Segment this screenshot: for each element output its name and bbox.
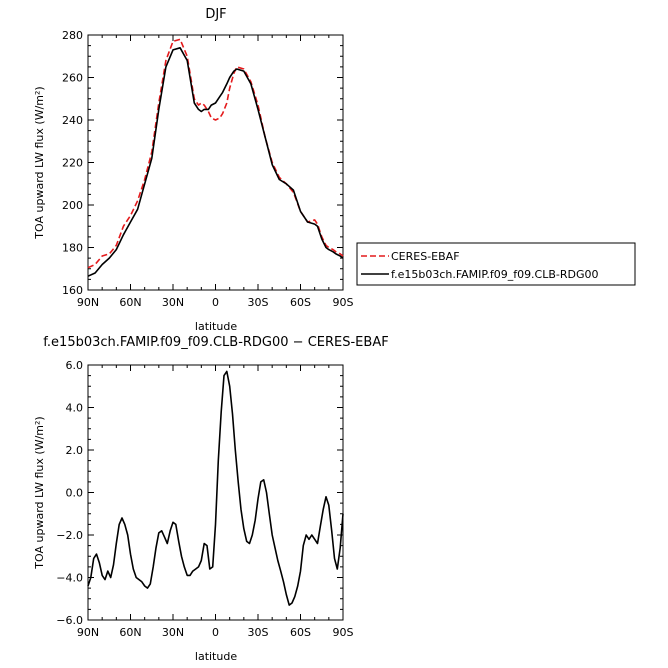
x-tick-label: 60S xyxy=(290,626,311,639)
y-tick-label: 220 xyxy=(62,157,83,170)
top-x-axis-label: latitude xyxy=(195,320,237,333)
y-tick-label: 200 xyxy=(62,199,83,212)
ceres-ebaf-line xyxy=(87,38,344,269)
difference-line xyxy=(87,370,344,606)
bottom-series-group xyxy=(87,370,344,606)
bottom-y-axis-label: TOA upward LW flux (W/m²) xyxy=(33,416,46,569)
y-tick-label: −6.0 xyxy=(56,614,83,627)
x-tick-label: 30S xyxy=(248,296,269,309)
top-chart-title: DJF xyxy=(205,7,226,22)
top-y-axis-label: TOA upward LW flux (W/m²) xyxy=(33,86,46,239)
top-y-tick-labels: 160 180 200 220 240 260 280 xyxy=(62,29,83,297)
bottom-x-axis-label: latitude xyxy=(195,650,237,663)
y-tick-label: 4.0 xyxy=(66,402,84,415)
x-tick-label: 90S xyxy=(333,296,354,309)
x-tick-label: 60N xyxy=(119,296,141,309)
top-series-group xyxy=(87,38,344,277)
bottom-chart-title: f.e15b03ch.FAMIP.f09_f09.CLB-RDG00 − CER… xyxy=(43,335,388,350)
top-panel: DJF 160 180 200 220 240 260 280 90N 60N 30N 0 30S 6… xyxy=(33,7,354,333)
y-tick-label: 180 xyxy=(62,242,83,255)
top-x-tick-labels: 90N 60N 30N 0 30S 60S 90S xyxy=(77,296,354,309)
bottom-plot-frame xyxy=(87,364,344,621)
bottom-axis-ticks xyxy=(87,364,344,621)
y-tick-label: 2.0 xyxy=(66,444,84,457)
x-tick-label: 90S xyxy=(333,626,354,639)
legend-label-model: f.e15b03ch.FAMIP.f09_f09.CLB-RDG00 xyxy=(391,268,599,281)
y-tick-label: −4.0 xyxy=(56,572,83,585)
y-tick-label: 6.0 xyxy=(66,359,84,372)
x-tick-label: 90N xyxy=(77,296,99,309)
top-axis-ticks xyxy=(87,34,344,291)
x-tick-label: 30N xyxy=(162,626,184,639)
top-plot-frame xyxy=(87,34,344,291)
x-tick-label: 60N xyxy=(119,626,141,639)
x-tick-label: 30N xyxy=(162,296,184,309)
x-tick-label: 90N xyxy=(77,626,99,639)
legend-box xyxy=(356,242,636,286)
model-line xyxy=(87,46,344,277)
y-tick-label: 240 xyxy=(62,114,83,127)
x-tick-label: 0 xyxy=(212,626,219,639)
bottom-panel: f.e15b03ch.FAMIP.f09_f09.CLB-RDG00 − CER… xyxy=(33,335,389,663)
y-tick-label: −2.0 xyxy=(56,529,83,542)
x-tick-label: 60S xyxy=(290,296,311,309)
legend-label-ceres: CERES-EBAF xyxy=(391,250,460,263)
bottom-y-tick-labels: −6.0 −4.0 −2.0 0.0 2.0 4.0 6.0 xyxy=(56,359,83,627)
bottom-x-tick-labels: 90N 60N 30N 0 30S 60S 90S xyxy=(77,626,354,639)
y-tick-label: 260 xyxy=(62,72,83,85)
x-tick-label: 0 xyxy=(212,296,219,309)
legend: CERES-EBAF f.e15b03ch.FAMIP.f09_f09.CLB-… xyxy=(356,242,636,286)
y-tick-label: 280 xyxy=(62,29,83,42)
y-tick-label: 160 xyxy=(62,284,83,297)
y-tick-label: 0.0 xyxy=(66,487,84,500)
x-tick-label: 30S xyxy=(248,626,269,639)
